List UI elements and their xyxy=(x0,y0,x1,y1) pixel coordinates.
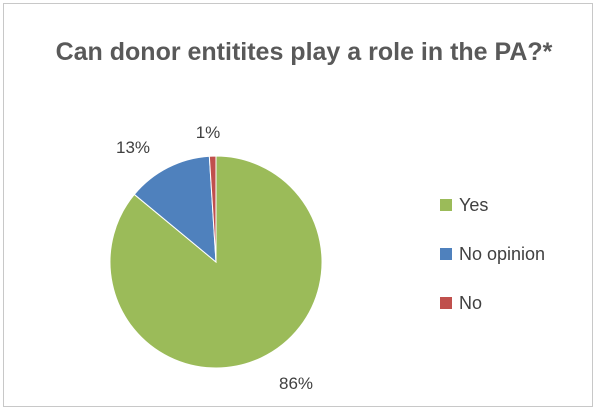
legend-swatch-no xyxy=(440,297,452,309)
legend-swatch-no-opinion xyxy=(440,248,452,260)
pie-slice-no-opinion xyxy=(133,155,217,264)
chart-frame: Can donor entitites play a role in the P… xyxy=(3,3,593,407)
pie-slice-no xyxy=(208,155,217,263)
legend-label-yes: Yes xyxy=(459,195,488,215)
legend-label-no: No xyxy=(459,293,482,313)
legend-label-no-opinion: No opinion xyxy=(459,244,545,264)
chart-title: Can donor entitites play a role in the P… xyxy=(55,38,553,66)
data-label-no: 1% xyxy=(196,123,221,142)
data-label-yes: 86% xyxy=(279,374,313,393)
data-label-no-opinion: 13% xyxy=(116,138,150,157)
legend-swatch-yes xyxy=(440,199,452,211)
